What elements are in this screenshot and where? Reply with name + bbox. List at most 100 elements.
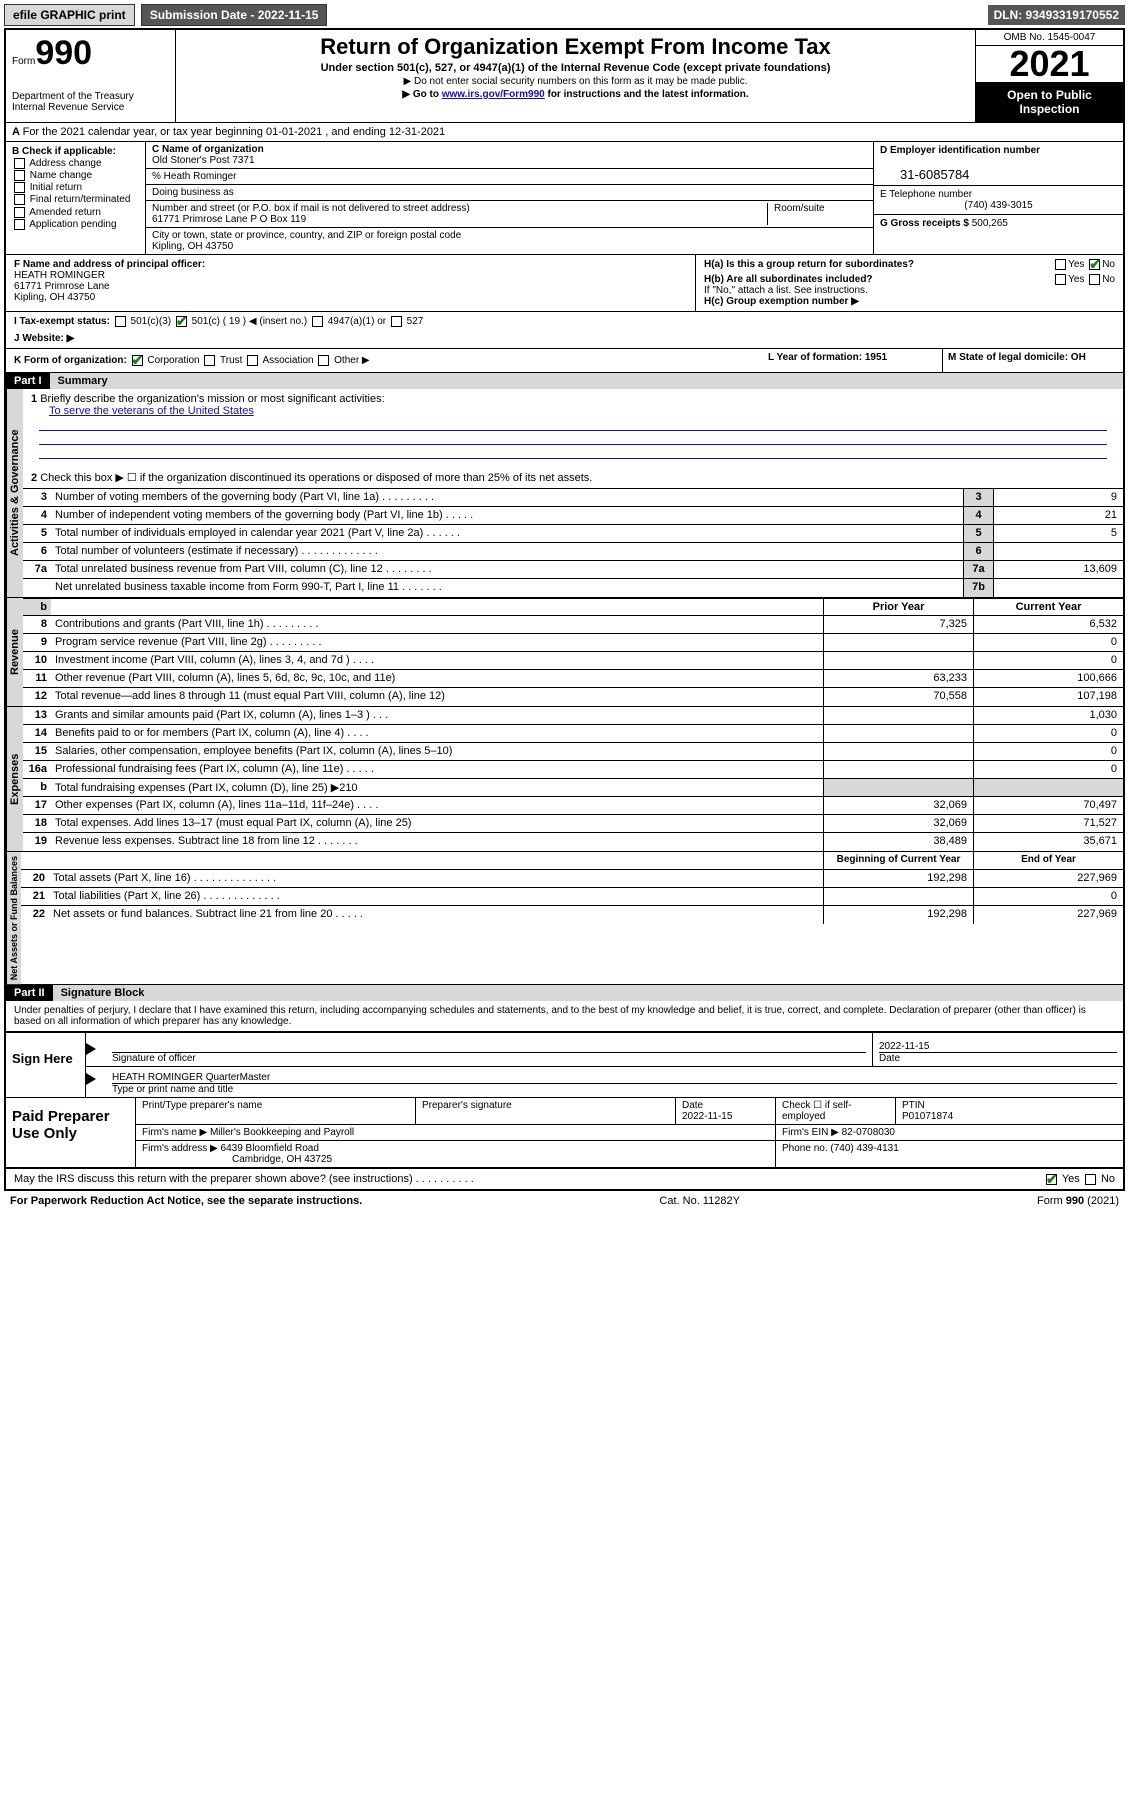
mission-text[interactable]: To serve the veterans of the United Stat… [49,405,254,417]
officer-addr2: Kipling, OH 43750 [14,292,95,303]
section-a: A For the 2021 calendar year, or tax yea… [6,123,1123,142]
chk-address-change[interactable]: Address change [12,158,139,169]
section-f-h: F Name and address of principal officer:… [6,255,1123,312]
org-name-lbl: C Name of organization [152,144,264,155]
cat-no: Cat. No. 11282Y [659,1195,740,1207]
opt-corp: Corporation [147,355,199,366]
ha-yes-chk[interactable] [1055,259,1066,270]
expense-line-15: 15Salaries, other compensation, employee… [23,743,1123,761]
hb-no-chk[interactable] [1089,274,1100,285]
netassets-line-22: 22Net assets or fund balances. Subtract … [21,906,1123,924]
discuss-question: May the IRS discuss this return with the… [14,1173,1044,1185]
part-1-header: Part I Summary [6,373,1123,389]
section-b: B Check if applicable: Address change Na… [6,142,146,254]
blank-line-2 [39,431,1107,445]
form-prefix: Form [12,56,35,67]
hb-note: If "No," attach a list. See instructions… [704,285,1115,296]
firm-ein: 82-0708030 [842,1127,895,1138]
expense-line-17: 17Other expenses (Part IX, column (A), l… [23,797,1123,815]
note-link: ▶ Go to www.irs.gov/Form990 for instruct… [186,89,965,100]
revenue-line-9: 9Program service revenue (Part VIII, lin… [23,634,1123,652]
hb-yes-chk[interactable] [1055,274,1066,285]
b-label: B Check if applicable: [12,146,139,157]
ha-no: No [1102,259,1115,270]
ptin-val: P01071874 [902,1111,953,1122]
discuss-no-chk[interactable] [1085,1174,1096,1185]
expense-line-13: 13Grants and similar amounts paid (Part … [23,707,1123,725]
chk-527[interactable] [391,316,402,327]
discuss-row: May the IRS discuss this return with the… [6,1169,1123,1189]
revenue-header-row: b Prior Year Current Year [23,598,1123,616]
opt-501c: 501(c) ( 19 ) ◀ (insert no.) [192,316,308,327]
efile-print-button[interactable]: efile GRAPHIC print [4,4,135,26]
q1-text: Briefly describe the organization's miss… [40,393,384,405]
preparer-sig-hdr: Preparer's signature [416,1098,676,1124]
org-name: Old Stoner's Post 7371 [152,155,255,166]
chk-final-return[interactable]: Final return/terminated [12,194,139,205]
sign-here-block: Sign Here Signature of officer 2022-11-1… [6,1031,1123,1097]
sig-name-lbl: Type or print name and title [112,1083,1117,1095]
revenue-line-11: 11Other revenue (Part VIII, column (A), … [23,670,1123,688]
opt-4947: 4947(a)(1) or [328,316,386,327]
chk-assoc[interactable] [247,355,258,366]
form-990-page: efile GRAPHIC print Submission Date - 20… [0,0,1129,1215]
prep-date-val: 2022-11-15 [682,1111,732,1122]
care-lbl: % [152,171,164,182]
phone-value: (740) 439-3015 [880,200,1117,211]
form-title-block: Return of Organization Exempt From Incom… [176,30,975,122]
discuss-no: No [1101,1173,1115,1185]
q2-num: 2 [31,472,37,484]
chk-501c[interactable] [176,316,187,327]
part-2-title: Signature Block [53,985,1123,1001]
phone-lbl: E Telephone number [880,189,972,200]
year-formation: L Year of formation: 1951 [768,352,887,363]
opt-trust: Trust [220,355,242,366]
chk-trust[interactable] [204,355,215,366]
revenue-line-12: 12Total revenue—add lines 8 through 11 (… [23,688,1123,706]
summary-line-7b: Net unrelated business taxable income fr… [23,579,1123,597]
section-b-c-d: B Check if applicable: Address change Na… [6,142,1123,255]
vlabel-revenue: Revenue [6,598,23,706]
website-lbl: J Website: ▶ [14,333,1115,344]
chk-application-pending[interactable]: Application pending [12,219,139,230]
firm-addr-lbl: Firm's address ▶ [142,1143,218,1154]
chk-501c3[interactable] [115,316,126,327]
chk-corp[interactable] [132,355,143,366]
ha-no-chk[interactable] [1089,259,1100,270]
opt-other: Other ▶ [334,355,369,366]
phone-row: E Telephone number (740) 439-3015 [874,186,1123,215]
expenses-section: Expenses 13Grants and similar amounts pa… [6,707,1123,852]
submission-date-button[interactable]: Submission Date - 2022-11-15 [141,4,328,26]
page-footer: For Paperwork Reduction Act Notice, see … [4,1191,1125,1211]
sign-here-label: Sign Here [6,1033,86,1097]
chk-initial-return[interactable]: Initial return [12,182,139,193]
form-number-block: Form990 Department of the Treasury Inter… [6,30,176,122]
address-row: Number and street (or P.O. box if mail i… [146,201,873,228]
paid-preparer-label: Paid Preparer Use Only [6,1098,136,1167]
gross-lbl: G Gross receipts $ [880,218,969,229]
discuss-yes-chk[interactable] [1046,1174,1057,1185]
summary-line-4: 4Number of independent voting members of… [23,507,1123,525]
revenue-line-8: 8Contributions and grants (Part VIII, li… [23,616,1123,634]
gross-value: 500,265 [972,218,1008,229]
arrow-icon-2 [86,1073,96,1085]
chk-other[interactable] [318,355,329,366]
sig-date-lbl: Date [879,1052,1117,1064]
net-assets-section: Net Assets or Fund Balances Beginning of… [6,852,1123,985]
officer-lbl: F Name and address of principal officer: [14,259,205,270]
section-f: F Name and address of principal officer:… [6,255,696,311]
section-i-j: I Tax-exempt status: 501(c)(3) 501(c) ( … [6,312,1123,349]
part-2-label: Part II [6,985,53,1001]
preparer-name-hdr: Print/Type preparer's name [136,1098,416,1124]
dba-row: Doing business as [146,185,873,201]
irs-link[interactable]: www.irs.gov/Form990 [442,89,545,100]
firm-phone: (740) 439-4131 [830,1143,898,1154]
discuss-yes: Yes [1062,1173,1080,1185]
chk-4947[interactable] [312,316,323,327]
part-2-header: Part II Signature Block [6,985,1123,1001]
chk-name-change[interactable]: Name change [12,170,139,181]
expense-line-18: 18Total expenses. Add lines 13–17 (must … [23,815,1123,833]
chk-amended[interactable]: Amended return [12,207,139,218]
perjury-declaration: Under penalties of perjury, I declare th… [6,1001,1123,1031]
na-prior-hdr: Beginning of Current Year [823,852,973,869]
